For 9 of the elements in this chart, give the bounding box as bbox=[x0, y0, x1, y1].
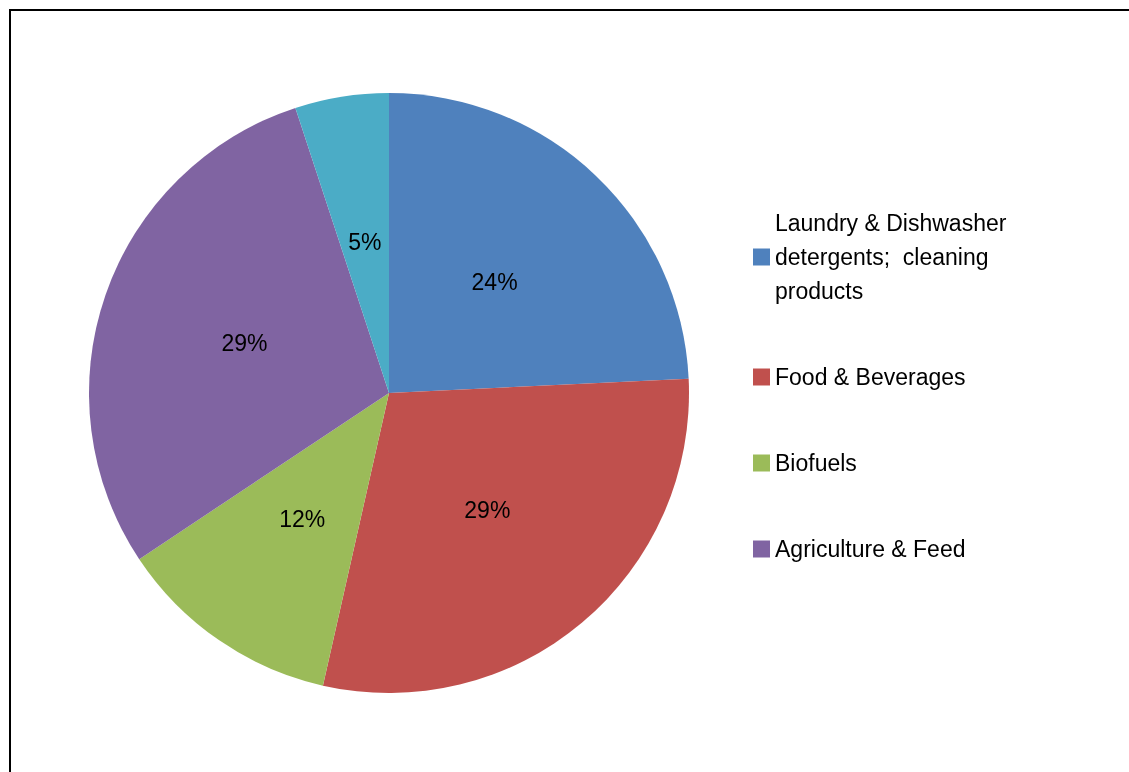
legend-label: Biofuels bbox=[775, 450, 857, 476]
data-label: 5% bbox=[348, 228, 382, 255]
data-label: 29% bbox=[221, 329, 268, 356]
legend-label: Agriculture & Feed bbox=[775, 536, 966, 562]
data-label: 29% bbox=[464, 497, 511, 524]
legend-label: Laundry & Dishwasher detergents; cleaning products bbox=[775, 210, 1013, 304]
legend-label: Food & Beverages bbox=[775, 364, 966, 390]
data-label: 24% bbox=[471, 269, 518, 296]
data-label: 12% bbox=[279, 506, 326, 533]
